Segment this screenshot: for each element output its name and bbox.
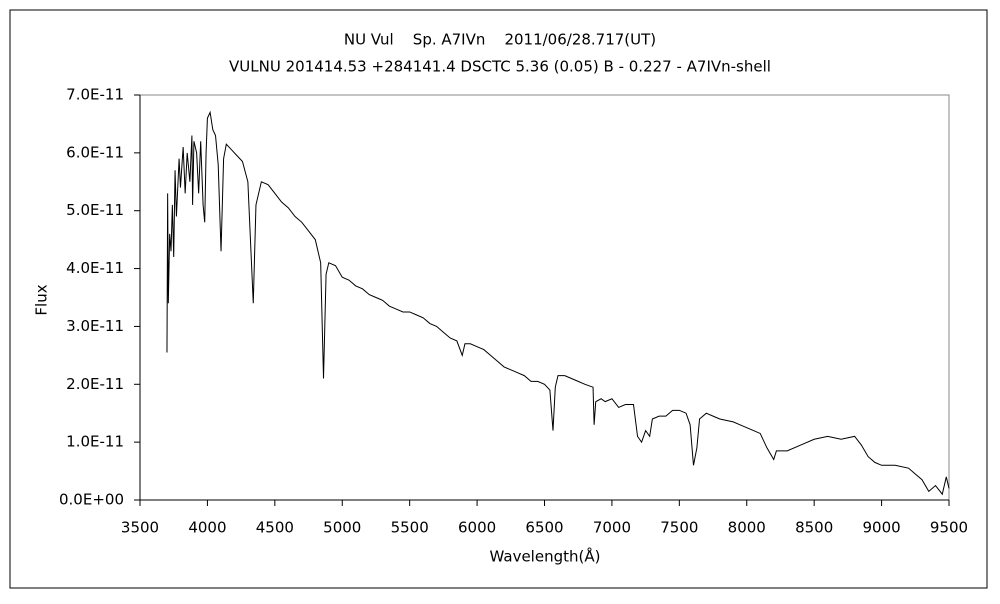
x-tick-label: 3500 [121, 519, 159, 537]
y-tick-label: 4.0E-11 [66, 259, 124, 277]
x-tick-label: 7000 [593, 519, 631, 537]
y-tick-label: 7.0E-11 [66, 86, 124, 104]
plot-area [139, 94, 950, 501]
y-tick-label: 0.0E+00 [59, 491, 124, 509]
x-tick-label: 6000 [458, 519, 496, 537]
x-tick-label: 9000 [862, 519, 900, 537]
y-tick-label: 3.0E-11 [66, 317, 124, 335]
x-tick-label: 7500 [660, 519, 698, 537]
y-tick-label: 2.0E-11 [66, 375, 124, 393]
x-tick-label: 8000 [728, 519, 766, 537]
x-axis-label: Wavelength(Å) [490, 547, 601, 566]
y-tick-label: 6.0E-11 [66, 143, 124, 161]
chart-subtitle: VULNU 201414.53 +284141.4 DSCTC 5.36 (0.… [229, 58, 771, 76]
y-tick-label: 1.0E-11 [66, 433, 124, 451]
y-tick-label: 5.0E-11 [66, 201, 124, 219]
chart-title: NU Vul Sp. A7IVn 2011/06/28.717(UT) [344, 31, 656, 49]
x-tick-label: 4000 [188, 519, 226, 537]
x-tick-label: 9500 [930, 519, 968, 537]
spectrum-line [166, 110, 950, 496]
x-tick-label: 5500 [391, 519, 429, 537]
x-tick-label: 8500 [795, 519, 833, 537]
x-tick-label: 4500 [256, 519, 294, 537]
x-tick-label: 5000 [323, 519, 361, 537]
y-axis-label: Flux [33, 284, 51, 315]
x-tick-label: 6500 [525, 519, 563, 537]
